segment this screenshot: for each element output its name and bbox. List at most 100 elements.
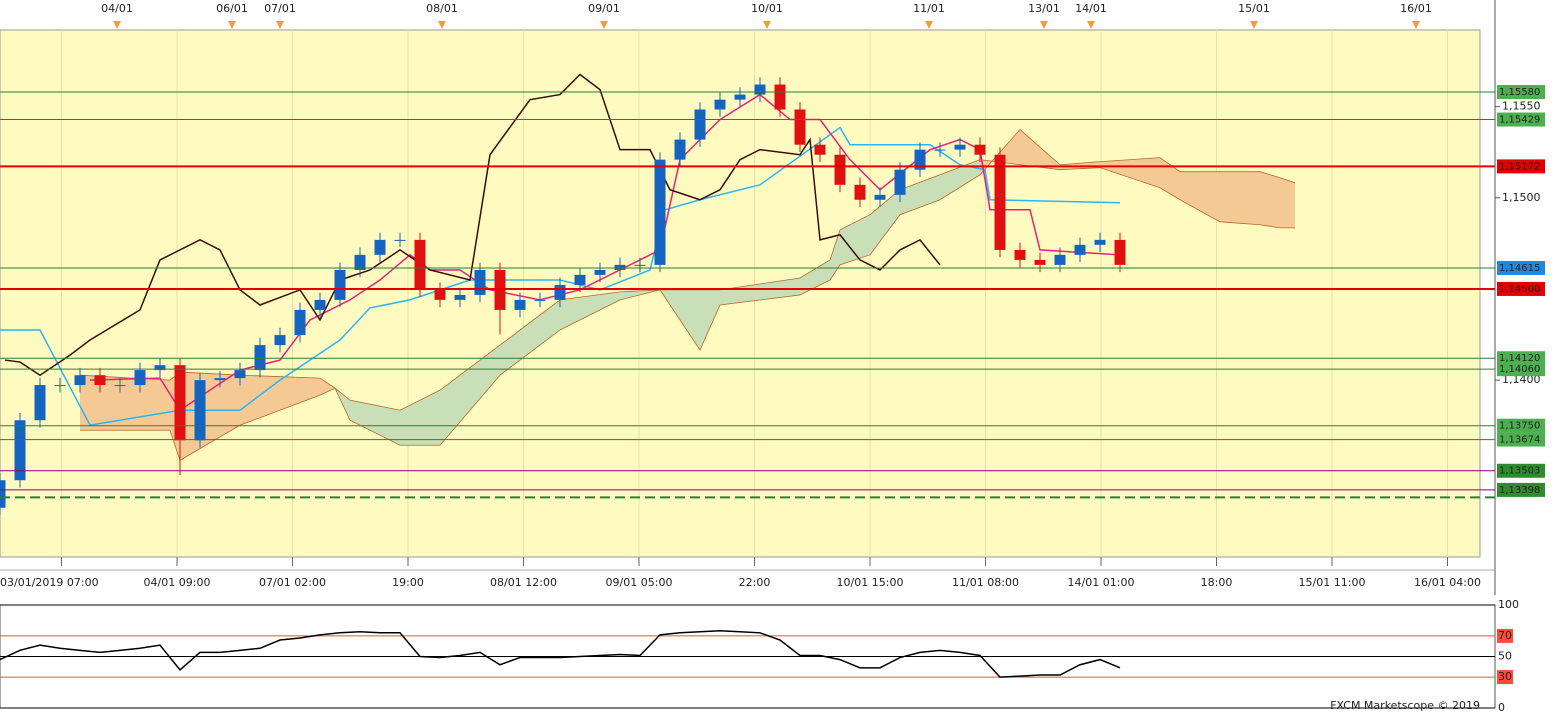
date-marker [1412, 21, 1420, 29]
candle-body [1114, 239, 1126, 265]
candle-body [994, 154, 1006, 250]
source-label: FXCM Marketscope © 2019 [1330, 699, 1480, 712]
level-label: 1,13503 [1499, 466, 1540, 477]
cloud-segment [240, 375, 320, 426]
cloud-segment [800, 259, 830, 295]
candle-body [114, 385, 126, 387]
level-box [1497, 260, 1545, 275]
candle-body [894, 169, 906, 195]
level-box [1497, 362, 1545, 377]
level-box [1497, 463, 1545, 478]
date-marker [438, 21, 446, 29]
rsi-tick-label: 100 [1498, 598, 1519, 611]
rsi-line [0, 629, 1121, 678]
x-tick-label: 16/01 04:00 [1414, 576, 1481, 589]
rsi-tick-label: 50 [1498, 650, 1512, 663]
candle-body [674, 139, 686, 160]
candle-body [954, 144, 966, 150]
candle-body [434, 289, 446, 300]
candle-body [554, 284, 566, 300]
candle-body [54, 385, 66, 387]
cloud-segment [320, 378, 335, 396]
date-marker-label: 09/01 [588, 2, 620, 15]
cloud-segment [1220, 171, 1260, 225]
indicator-line [4, 73, 941, 377]
candle-body [0, 480, 6, 508]
candle-body [534, 299, 546, 301]
level-label: 1,13674 [1499, 435, 1540, 446]
candle-body [834, 154, 846, 185]
cloud-segment [500, 299, 560, 376]
level-label: 1,14060 [1499, 364, 1540, 375]
level-label: 1,14500 [1499, 284, 1540, 295]
date-marker [1087, 21, 1095, 29]
candle-body [294, 309, 306, 336]
candle-body [974, 144, 986, 155]
candle-body [1054, 254, 1066, 265]
date-marker [228, 21, 236, 29]
candle-body [574, 274, 586, 285]
candle-body [594, 269, 606, 275]
level-box [1497, 418, 1545, 433]
rsi-tick-label: 70 [1498, 629, 1512, 642]
candle-body [634, 264, 646, 266]
candle-body [854, 184, 866, 200]
candle-body [734, 94, 746, 100]
y-tick-label: 1,1550 [1502, 100, 1541, 113]
cloud-segment [720, 278, 800, 305]
candle-body [1014, 249, 1026, 260]
candle-body [374, 239, 386, 255]
x-tick-label: 03/01/2019 07:00 [0, 576, 99, 589]
candle-body [714, 99, 726, 110]
candle-body [414, 239, 426, 290]
level-box [1497, 482, 1545, 497]
cloud-segment [840, 214, 870, 265]
date-marker-label: 14/01 [1075, 2, 1107, 15]
date-marker-label: 06/01 [216, 2, 248, 15]
y-tick-label: 1,1500 [1502, 191, 1541, 204]
date-marker [1250, 21, 1258, 29]
candle-body [814, 144, 826, 155]
cloud-segment [830, 229, 840, 281]
x-tick-label: 04/01 09:00 [144, 576, 211, 589]
candle-body [334, 269, 346, 300]
date-marker [600, 21, 608, 29]
candle-body [454, 294, 466, 300]
level-label: 1,14120 [1499, 353, 1540, 364]
x-tick-label: 11/01 08:00 [952, 576, 1019, 589]
candle-body [14, 420, 26, 481]
candle-body [1074, 244, 1086, 255]
rsi-tick-label: 0 [1498, 701, 1505, 714]
candle-body [94, 375, 106, 386]
rsi-tick-box [1497, 628, 1513, 643]
candle-body [134, 370, 146, 386]
x-tick-label: 15/01 11:00 [1299, 576, 1366, 589]
date-marker [113, 21, 121, 29]
candle-body [654, 159, 666, 265]
x-tick-label: 07/01 02:00 [259, 576, 326, 589]
level-label: 1,13398 [1499, 485, 1540, 496]
candle-body [874, 194, 886, 200]
candle-body [774, 84, 786, 110]
level-box [1497, 281, 1545, 296]
date-marker-label: 16/01 [1400, 2, 1432, 15]
cloud-segment [560, 291, 620, 330]
rsi-tick-label: 30 [1498, 670, 1512, 683]
level-label: 1,14615 [1499, 263, 1540, 274]
date-marker [1040, 21, 1048, 29]
cloud-segment [1260, 171, 1280, 228]
x-tick-label: 18:00 [1201, 576, 1233, 589]
x-tick-label: 09/01 05:00 [606, 576, 673, 589]
y-tick-label: 1,1400 [1502, 373, 1541, 386]
level-label: 1,15580 [1499, 87, 1540, 98]
level-box [1497, 112, 1545, 127]
candle-body [194, 380, 206, 441]
date-marker [925, 21, 933, 29]
level-box [1497, 159, 1545, 174]
cloud-segment [80, 375, 170, 431]
candle-body [254, 345, 266, 371]
date-marker-label: 15/01 [1238, 2, 1270, 15]
level-label: 1,13750 [1499, 421, 1540, 432]
